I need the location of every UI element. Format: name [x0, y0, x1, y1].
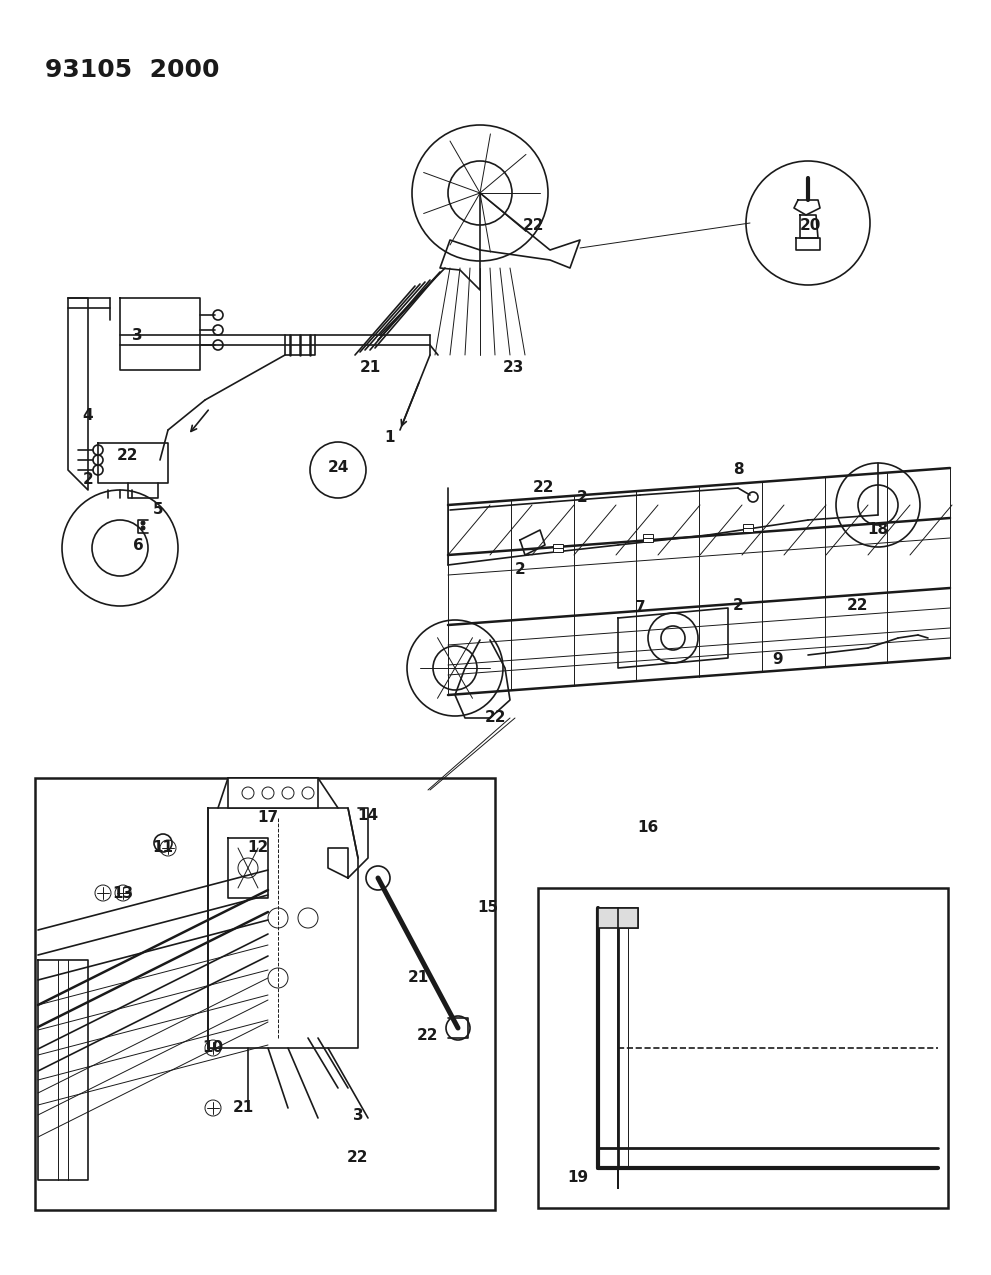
- Text: 10: 10: [202, 1040, 224, 1056]
- Text: 3: 3: [132, 328, 143, 343]
- Text: 2: 2: [732, 598, 743, 612]
- Text: 21: 21: [360, 361, 381, 376]
- Bar: [643, 534, 653, 542]
- Bar: [598, 908, 638, 928]
- Text: 19: 19: [568, 1170, 589, 1186]
- Text: 18: 18: [867, 523, 889, 538]
- Text: 22: 22: [522, 218, 544, 232]
- Text: 2: 2: [577, 491, 588, 505]
- Text: 8: 8: [732, 463, 743, 478]
- Bar: [743, 524, 753, 532]
- Text: 13: 13: [112, 886, 134, 900]
- Bar: [553, 544, 563, 552]
- Text: 4: 4: [82, 408, 93, 422]
- Text: 22: 22: [347, 1150, 369, 1165]
- Text: 22: 22: [417, 1028, 439, 1043]
- Bar: [35, 778, 495, 1210]
- Text: 9: 9: [773, 653, 783, 668]
- Bar: [228, 778, 318, 808]
- Text: 93105  2000: 93105 2000: [45, 57, 219, 82]
- Text: 3: 3: [353, 1108, 364, 1122]
- Text: 5: 5: [153, 502, 164, 518]
- Text: 12: 12: [248, 840, 269, 856]
- Text: 1: 1: [385, 431, 395, 445]
- Text: 15: 15: [478, 900, 498, 915]
- Text: 6: 6: [133, 538, 144, 552]
- Text: 16: 16: [637, 821, 659, 835]
- Text: 11: 11: [153, 840, 173, 856]
- Circle shape: [141, 527, 145, 530]
- Bar: [538, 887, 948, 1207]
- Text: 21: 21: [232, 1100, 254, 1116]
- Text: 22: 22: [847, 598, 869, 612]
- Text: 2: 2: [514, 562, 525, 578]
- Text: 22: 22: [485, 710, 505, 725]
- Text: 2: 2: [82, 473, 93, 487]
- Text: 24: 24: [327, 460, 349, 476]
- Text: 21: 21: [407, 970, 429, 986]
- Circle shape: [141, 521, 145, 525]
- Text: 23: 23: [502, 361, 523, 376]
- Text: 22: 22: [117, 448, 139, 463]
- Text: 20: 20: [800, 218, 821, 232]
- Text: 14: 14: [358, 807, 379, 822]
- Text: 7: 7: [634, 601, 645, 616]
- Text: 22: 22: [532, 481, 554, 496]
- Text: 17: 17: [258, 811, 278, 825]
